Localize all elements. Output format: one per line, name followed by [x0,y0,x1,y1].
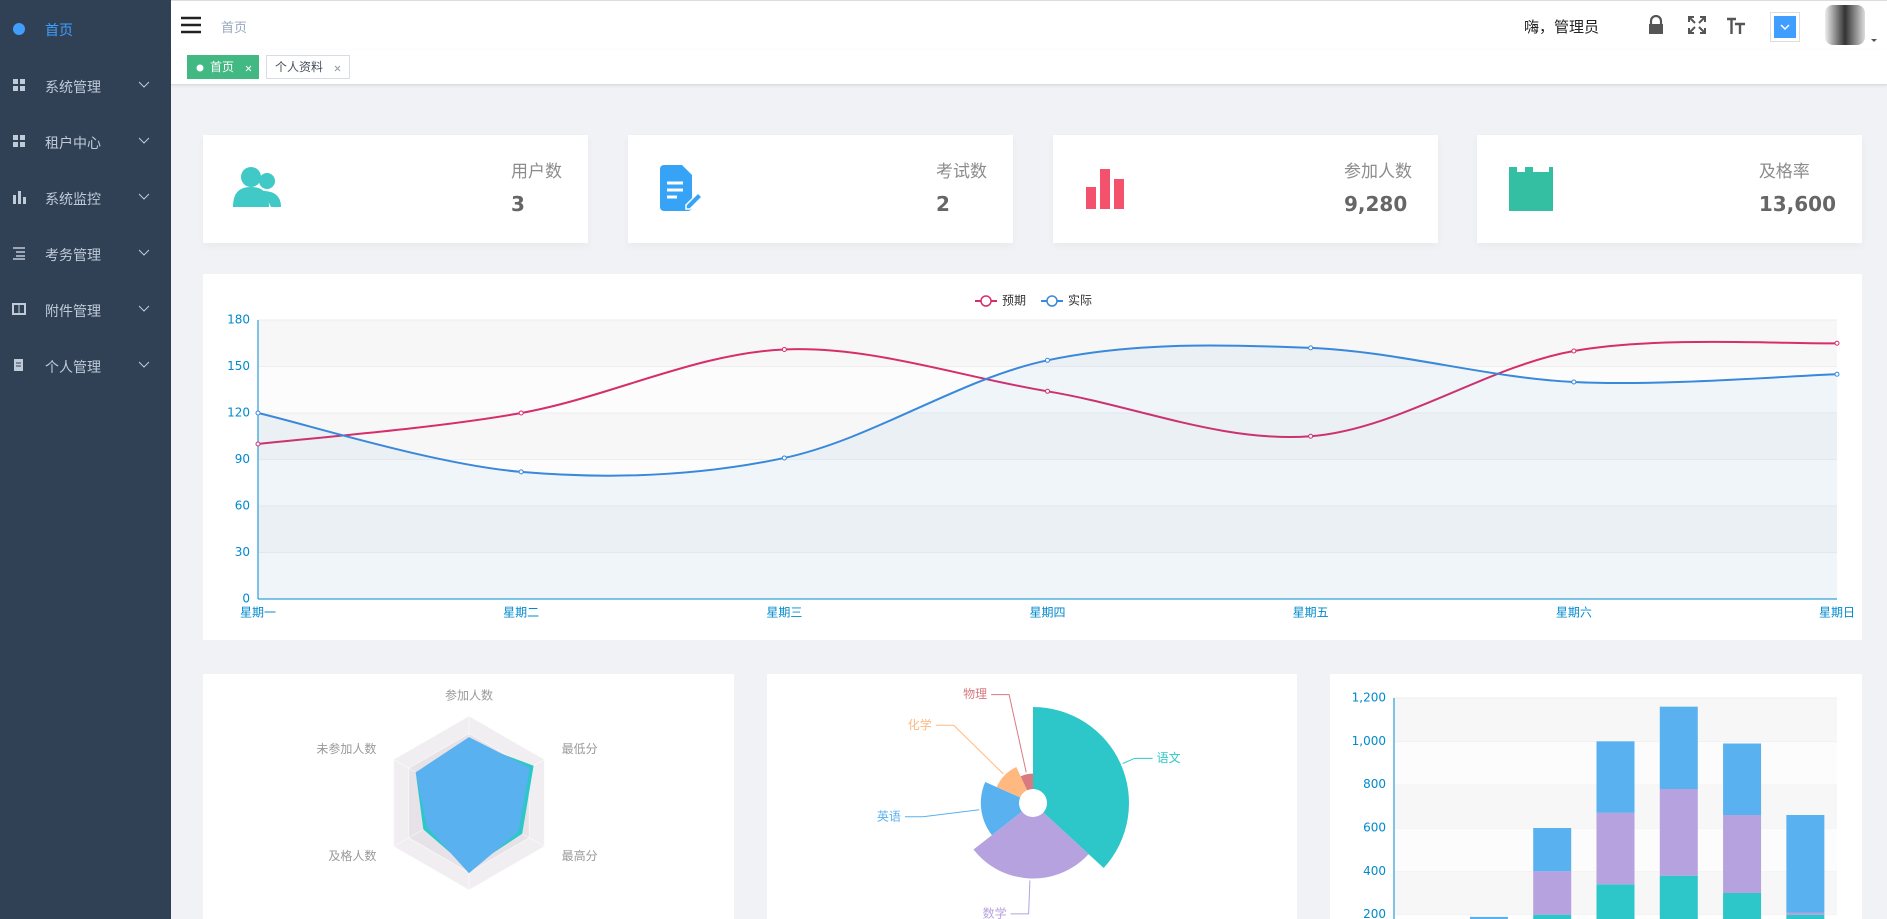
pie-chart-panel [767,674,1297,919]
chevron [138,137,150,144]
tag[interactable]: 个人资料 [266,55,350,79]
stat-value: 3 [511,192,525,216]
text-size-icon[interactable] [1726,16,1746,35]
breadcrumb[interactable]: 首页 [221,21,248,36]
menu-item[interactable]: 附件管理 [0,281,171,337]
menu-label: 个人管理 [45,360,101,376]
menu-label: 首页 [45,23,73,39]
users-icon [233,167,281,207]
tag-dot [196,64,204,72]
stat-text: 参加人数 9,280 [1344,157,1412,216]
folder-icon [1509,167,1553,211]
menu-icon [13,79,25,91]
tag-label: 首页 [210,60,235,74]
stat-label: 参加人数 [1344,162,1412,182]
tag-close[interactable] [334,65,341,72]
stat-text: 及格率 13,600 [1759,157,1836,216]
avatar[interactable] [1823,5,1879,47]
chevron [138,361,150,368]
chevron [138,81,150,88]
menu-icon [12,303,26,315]
stat-label: 用户数 [511,162,562,182]
menu-label: 系统管理 [45,80,101,96]
tag-label: 个人资料 [275,60,324,74]
menu-item[interactable]: 个人管理 [0,337,171,393]
tag[interactable]: 首页 [187,55,259,79]
tags-bar: 首页 个人资料 [171,50,1887,85]
lock-icon[interactable] [1647,15,1665,35]
menu-icon [13,23,25,35]
menu-icon [14,359,23,371]
stat-label: 考试数 [936,162,987,182]
stat-value: 2 [936,192,950,216]
menu-icon [13,247,25,260]
hamburger[interactable] [181,16,203,34]
menu-label: 系统监控 [45,192,101,208]
menu-icon [13,135,25,147]
fullscreen-icon[interactable] [1688,16,1706,34]
menu-label: 考务管理 [45,248,101,264]
chevron [138,193,150,200]
menu-icon [13,191,26,204]
chevron [138,249,150,256]
menu-label: 租户中心 [45,136,101,152]
bar-chart-panel [1330,674,1862,919]
greeting: 嗨，管理员 [1524,18,1600,36]
menu-label: 附件管理 [45,304,101,320]
sidebar: 首页 系统管理 租户中心 系统监控 考务管理 附件管理 个人管理 [0,0,171,919]
stat-text: 考试数 2 [936,157,987,216]
chart-icon [1086,169,1124,209]
menu-item[interactable]: 系统监控 [0,169,171,225]
menu-item[interactable]: 系统管理 [0,57,171,113]
stat-card[interactable]: 及格率 13,600 [1477,135,1862,243]
radar-chart-panel [203,674,734,919]
stat-value: 9,280 [1344,192,1408,216]
stat-text: 用户数 3 [511,157,562,216]
menu-item[interactable]: 首页 [0,0,171,56]
menu-item[interactable]: 租户中心 [0,113,171,169]
topbar: 首页 嗨，管理员 [171,0,1887,50]
menu-item[interactable]: 考务管理 [0,225,171,281]
document-icon [660,165,704,211]
theme-picker[interactable] [1770,12,1800,42]
stat-value: 13,600 [1758,192,1836,216]
tag-close[interactable] [245,65,252,72]
line-chart-panel [203,274,1862,640]
stat-card[interactable]: 用户数 3 [203,135,588,243]
chevron [138,305,150,312]
stat-card[interactable]: 参加人数 9,280 [1053,135,1438,243]
stat-label: 及格率 [1758,162,1810,182]
stat-card[interactable]: 考试数 2 [628,135,1013,243]
